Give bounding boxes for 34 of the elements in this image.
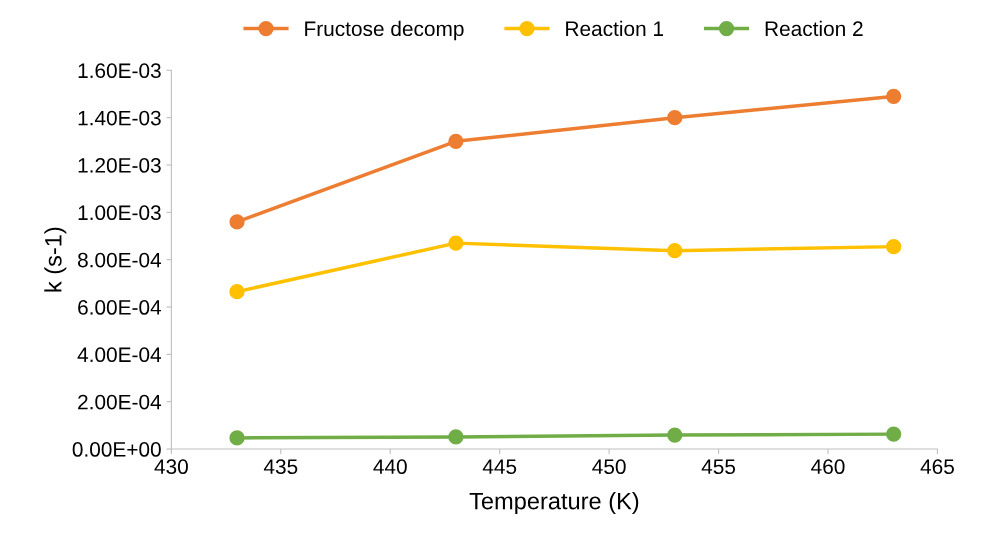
y-tick-label: 0.00E+00 [72, 442, 161, 457]
x-tick-label: 440 [373, 459, 407, 475]
point [229, 283, 245, 300]
point [229, 430, 245, 446]
point [229, 214, 245, 230]
x-axis-title: Temperature (K) [469, 492, 639, 515]
y-tick-label: 1.60E-03 [78, 63, 161, 79]
y-tick-label: 1.00E-03 [78, 205, 161, 221]
point [448, 235, 464, 251]
x-tick-label: 455 [701, 459, 736, 475]
legend-label: Fructose decomp [305, 20, 464, 41]
x-tick-label: 435 [263, 459, 298, 475]
y-tick-label: 8.00E-04 [78, 252, 162, 268]
point [667, 110, 683, 126]
point [886, 239, 902, 255]
point [448, 133, 464, 149]
x-tick-label: 450 [592, 459, 626, 475]
legend-label: Reaction 2 [765, 20, 863, 37]
y-tick-label: 1.40E-03 [78, 110, 161, 126]
x-tick-label: 465 [920, 459, 954, 475]
point [886, 426, 902, 442]
x-tick-label: 430 [154, 459, 188, 475]
y-tick-label: 1.20E-03 [78, 158, 161, 173]
x-tick-label: 460 [811, 459, 845, 475]
point [667, 427, 683, 443]
y-axis-title: k (s-1) [44, 227, 67, 292]
y-tick-label: 4.00E-04 [77, 347, 162, 363]
point [448, 429, 464, 445]
y-tick-label: 2.00E-04 [78, 394, 162, 410]
point [667, 243, 683, 259]
x-tick-label: 445 [482, 459, 517, 475]
y-tick-label: 6.00E-04 [78, 300, 162, 315]
point [886, 88, 902, 105]
legend-label: Reaction 1 [566, 20, 664, 37]
